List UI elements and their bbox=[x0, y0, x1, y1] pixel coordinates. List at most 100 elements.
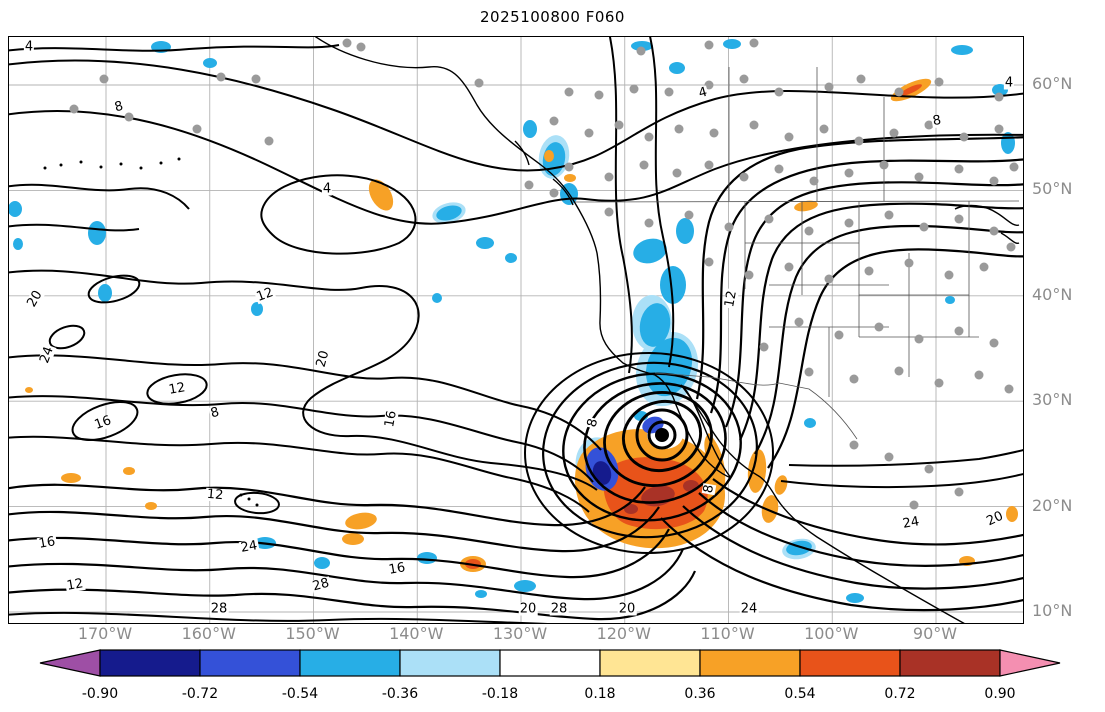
lat-tick-label: 50°N bbox=[1032, 179, 1073, 199]
station-dot bbox=[664, 87, 674, 97]
colorbar-tick-label: -0.18 bbox=[482, 686, 518, 702]
contour-label: 4 bbox=[1003, 75, 1015, 91]
station-dot bbox=[216, 72, 226, 82]
station-dot bbox=[604, 207, 614, 217]
station-dot bbox=[549, 116, 559, 126]
station-dot bbox=[979, 262, 989, 272]
lon-tick-label: 150°W bbox=[285, 624, 340, 643]
cyclone-center-marker bbox=[655, 428, 669, 442]
colorbar: -0.90 -0.72 -0.54 -0.36 -0.18 0.18 0.36 0.54 0.7… bbox=[39, 649, 1061, 702]
station-dot bbox=[909, 500, 919, 510]
contour-label: 20 bbox=[617, 601, 637, 617]
station-dot bbox=[614, 120, 624, 130]
station-dot bbox=[844, 168, 854, 178]
station-dot bbox=[879, 160, 889, 170]
station-dot bbox=[1004, 384, 1014, 394]
station-dot bbox=[804, 226, 814, 236]
colorbar-segment bbox=[99, 649, 201, 677]
colorbar-segment bbox=[199, 649, 301, 677]
contour-label: 12 bbox=[722, 288, 740, 310]
station-dot bbox=[819, 124, 829, 134]
station-dot bbox=[749, 120, 759, 130]
station-dot bbox=[739, 74, 749, 84]
station-dot bbox=[856, 74, 866, 84]
station-dot bbox=[759, 342, 769, 352]
station-dot bbox=[809, 176, 819, 186]
station-dot bbox=[124, 112, 134, 122]
station-dot bbox=[704, 160, 714, 170]
station-dot bbox=[604, 172, 614, 182]
contour-label: 12 bbox=[205, 486, 225, 504]
contour-label: 28 bbox=[549, 601, 569, 617]
station-dot bbox=[749, 38, 759, 48]
map-plot-area: 4 8 4 4 8 4 20 24 16 12 8 12 20 16 16 12 12 24 28 28 16 20 28 2… bbox=[8, 36, 1024, 624]
station-dot bbox=[739, 172, 749, 182]
station-dot bbox=[264, 136, 274, 146]
contour-label: 16 bbox=[382, 408, 400, 430]
contour-label: 4 bbox=[23, 39, 35, 55]
station-dot bbox=[914, 172, 924, 182]
station-dot bbox=[704, 257, 714, 267]
colorbar-tick-label: 0.36 bbox=[684, 686, 715, 702]
lon-tick-label: 110°W bbox=[700, 624, 755, 643]
station-dot bbox=[934, 378, 944, 388]
lat-tick-label: 40°N bbox=[1032, 284, 1073, 304]
contour-label: 12 bbox=[64, 576, 86, 594]
longitude-axis: 170°W 160°W 150°W 140°W 130°W 120°W 110°W 100°W… bbox=[0, 624, 1105, 648]
station-dot bbox=[99, 74, 109, 84]
station-dot bbox=[1006, 242, 1016, 252]
station-dot bbox=[954, 214, 964, 224]
contour-label: 28 bbox=[209, 601, 229, 617]
station-dot bbox=[774, 87, 784, 97]
map-svg bbox=[9, 37, 1023, 623]
station-dot bbox=[564, 87, 574, 97]
station-dot bbox=[934, 77, 944, 87]
station-dot bbox=[251, 74, 261, 84]
station-dot bbox=[474, 78, 484, 88]
lon-tick-label: 130°W bbox=[492, 624, 548, 643]
station-dot bbox=[974, 370, 984, 380]
station-dots bbox=[69, 38, 1019, 510]
station-dot bbox=[884, 452, 894, 462]
colorbar-segment bbox=[899, 649, 1001, 677]
station-dot bbox=[834, 330, 844, 340]
station-dot bbox=[594, 90, 604, 100]
colorbar-segment bbox=[499, 649, 601, 677]
coastlines bbox=[43, 37, 1020, 623]
lon-tick-label: 120°W bbox=[596, 624, 651, 643]
colorbar-tick-label: 0.90 bbox=[984, 686, 1015, 702]
colorbar-segment bbox=[299, 649, 401, 677]
contour-label: 16 bbox=[386, 560, 408, 578]
lon-tick-label: 140°W bbox=[389, 624, 444, 643]
lon-tick-label: 100°W bbox=[804, 624, 859, 643]
contour-label: 8 bbox=[930, 112, 944, 130]
contour-label: 24 bbox=[739, 601, 759, 617]
station-dot bbox=[704, 40, 714, 50]
station-dot bbox=[824, 274, 834, 284]
station-dot bbox=[672, 168, 682, 178]
station-dot bbox=[989, 226, 999, 236]
lon-tick-label: 90°W bbox=[912, 624, 958, 643]
contour-label: 24 bbox=[238, 538, 260, 556]
station-dot bbox=[919, 222, 929, 232]
station-dot bbox=[764, 214, 774, 224]
station-dot bbox=[639, 160, 649, 170]
station-dot bbox=[674, 124, 684, 134]
station-dot bbox=[989, 176, 999, 186]
station-dot bbox=[959, 132, 969, 142]
station-dot bbox=[709, 128, 719, 138]
colorbar-tick-label: 0.54 bbox=[784, 686, 815, 702]
station-dot bbox=[884, 210, 894, 220]
colorbar-tick-label: -0.90 bbox=[82, 686, 118, 702]
station-dot bbox=[744, 270, 754, 280]
station-dot bbox=[849, 440, 859, 450]
station-dot bbox=[889, 128, 899, 138]
colorbar-tick-label: -0.36 bbox=[382, 686, 418, 702]
colorbar-tick-label: 0.18 bbox=[584, 686, 615, 702]
station-dot bbox=[944, 270, 954, 280]
station-dot bbox=[524, 180, 534, 190]
colorbar-right-arrow bbox=[999, 649, 1061, 677]
colorbar-segment bbox=[799, 649, 901, 677]
station-dot bbox=[854, 136, 864, 146]
